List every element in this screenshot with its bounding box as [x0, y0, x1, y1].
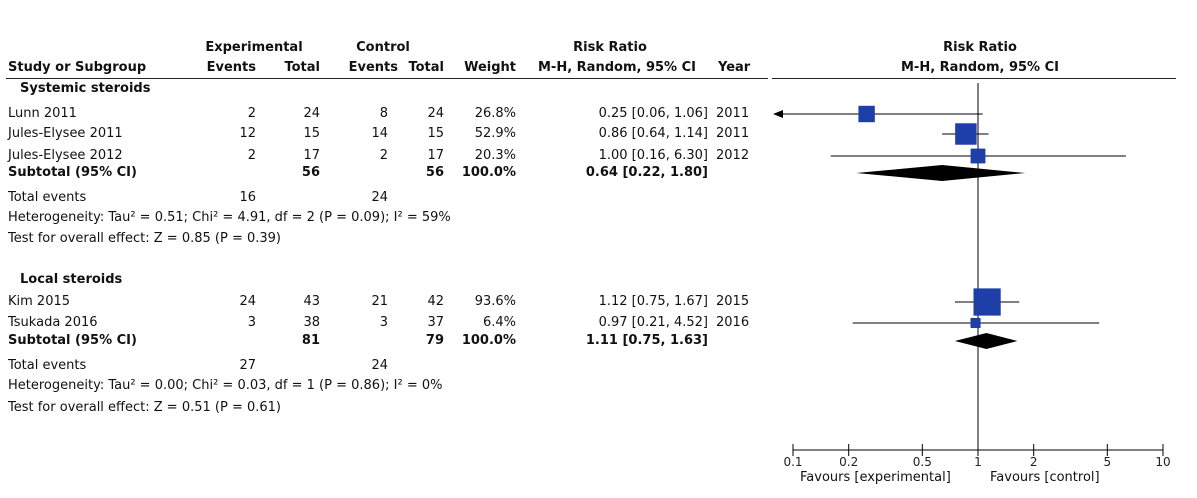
exp-total: 17	[303, 148, 320, 163]
heterogeneity-text: Heterogeneity: Tau² = 0.00; Chi² = 0.03,…	[8, 378, 443, 393]
exp-total: 24	[303, 106, 320, 121]
header-exp-total: Total	[284, 60, 320, 75]
ci-text: 1.12 [0.75, 1.67]	[598, 294, 708, 309]
ctrl-total: 17	[427, 148, 444, 163]
header-risk-ratio-plot: Risk Ratio	[943, 40, 1017, 55]
weight: 20.3%	[474, 148, 516, 163]
x-axis-tick-label: 0.2	[839, 455, 858, 469]
study-name: Lunn 2011	[8, 106, 77, 121]
ctrl-events: 2	[379, 148, 388, 163]
header-ctrl-events: Events	[348, 60, 398, 75]
overall-effect-text: Test for overall effect: Z = 0.51 (P = 0…	[8, 400, 281, 415]
exp-events: 24	[239, 294, 256, 309]
header-rule-right	[772, 78, 1176, 79]
subgroup-title: Systemic steroids	[20, 81, 151, 96]
weight: 6.4%	[482, 315, 516, 330]
subtotal-weight: 100.0%	[461, 333, 516, 348]
study-year: 2012	[716, 148, 750, 163]
study-name: Kim 2015	[8, 294, 71, 309]
total-events-exp: 27	[239, 358, 256, 373]
header-year: Year	[718, 60, 751, 75]
ci-text: 1.00 [0.16, 6.30]	[598, 148, 708, 163]
subtotal-ctrl-total: 56	[425, 165, 444, 180]
heterogeneity-text: Heterogeneity: Tau² = 0.51; Chi² = 4.91,…	[8, 210, 451, 225]
ctrl-total: 15	[427, 126, 444, 141]
total-events-ctrl: 24	[371, 358, 388, 373]
weight: 93.6%	[474, 294, 516, 309]
study-effect-marker	[970, 317, 981, 329]
ci-text: 0.25 [0.06, 1.06]	[598, 106, 708, 121]
total-events-label: Total events	[8, 358, 87, 373]
subtotal-diamond	[954, 333, 1018, 349]
ctrl-events: 8	[379, 106, 388, 121]
study-year: 2016	[716, 315, 750, 330]
x-axis-tick-label: 10	[1155, 455, 1170, 469]
total-events-exp: 16	[239, 190, 256, 205]
total-events-ctrl: 24	[371, 190, 388, 205]
ctrl-events: 21	[371, 294, 388, 309]
header-control: Control	[356, 40, 410, 55]
subtotal-ci-text: 0.64 [0.22, 1.80]	[585, 165, 708, 180]
weight: 26.8%	[474, 106, 516, 121]
header-study: Study or Subgroup	[8, 60, 147, 75]
subtotal-label: Subtotal (95% CI)	[8, 333, 137, 348]
subtotal-exp-total: 81	[301, 333, 320, 348]
x-axis-tick-label: 5	[1103, 455, 1111, 469]
subgroup-title: Local steroids	[20, 272, 123, 287]
study-name: Jules-Elysee 2012	[8, 148, 123, 163]
exp-total: 43	[303, 294, 320, 309]
overall-effect-text: Test for overall effect: Z = 0.85 (P = 0…	[8, 231, 281, 246]
subtotal-label: Subtotal (95% CI)	[8, 165, 137, 180]
study-year: 2011	[716, 126, 750, 141]
header-ctrl-total: Total	[408, 60, 444, 75]
subtotal-ci-text: 1.11 [0.75, 1.63]	[585, 333, 708, 348]
exp-events: 3	[247, 315, 256, 330]
subtotal-exp-total: 56	[301, 165, 320, 180]
x-axis-tick-label: 2	[1030, 455, 1038, 469]
ci-text: 0.86 [0.64, 1.14]	[598, 126, 708, 141]
header-method: M-H, Random, 95% CI	[538, 60, 696, 75]
favours-experimental-label: Favours [experimental]	[800, 470, 951, 485]
study-name: Tsukada 2016	[8, 315, 98, 330]
header-risk-ratio: Risk Ratio	[573, 40, 647, 55]
subtotal-diamond	[856, 165, 1026, 181]
study-year: 2015	[716, 294, 750, 309]
header-method-plot: M-H, Random, 95% CI	[901, 60, 1059, 75]
x-axis-tick-label: 0.1	[783, 455, 802, 469]
ci-text: 0.97 [0.21, 4.52]	[598, 315, 708, 330]
header-rule-left	[6, 78, 768, 79]
subtotal-weight: 100.0%	[461, 165, 516, 180]
study-effect-marker	[973, 288, 1001, 316]
ctrl-total: 24	[427, 106, 444, 121]
weight: 52.9%	[474, 126, 516, 141]
ctrl-events: 14	[371, 126, 388, 141]
ctrl-total: 37	[427, 315, 444, 330]
total-events-label: Total events	[8, 190, 87, 205]
exp-events: 2	[247, 148, 256, 163]
x-axis-tick-label: 0.5	[913, 455, 932, 469]
header-experimental: Experimental	[205, 40, 303, 55]
x-axis-tick-label: 1	[974, 455, 982, 469]
subtotal-ctrl-total: 79	[425, 333, 444, 348]
exp-events: 2	[247, 106, 256, 121]
header-exp-events: Events	[206, 60, 256, 75]
header-weight: Weight	[464, 60, 516, 75]
ctrl-events: 3	[379, 315, 388, 330]
ctrl-total: 42	[427, 294, 444, 309]
exp-total: 38	[303, 315, 320, 330]
favours-control-label: Favours [control]	[990, 470, 1100, 485]
study-effect-marker	[970, 148, 986, 164]
study-name: Jules-Elysee 2011	[8, 126, 123, 141]
study-effect-marker	[955, 123, 977, 145]
exp-events: 12	[239, 126, 256, 141]
study-effect-marker	[858, 105, 875, 123]
exp-total: 15	[303, 126, 320, 141]
ci-truncation-arrow	[773, 110, 783, 118]
study-year: 2011	[716, 106, 750, 121]
